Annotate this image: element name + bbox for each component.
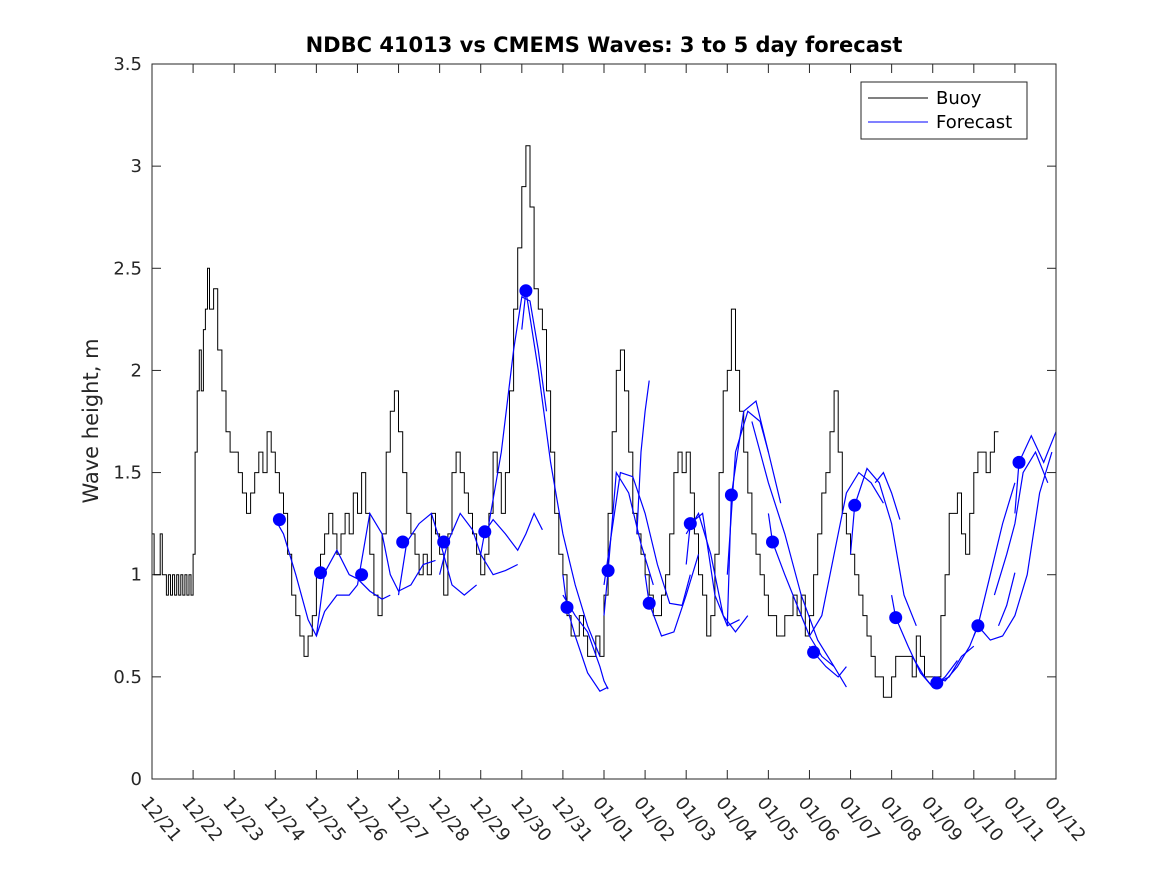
forecast-marker: [396, 535, 410, 549]
forecast-marker: [1012, 455, 1026, 469]
y-tick-label: 0: [131, 769, 142, 790]
y-tick-label: 3: [131, 156, 142, 177]
forecast-line: [685, 512, 740, 627]
y-tick-label: 1: [131, 565, 142, 586]
y-tick-label: 0.5: [113, 667, 142, 688]
forecast-marker: [766, 535, 779, 549]
forecast-marker: [478, 525, 492, 539]
forecast-line: [356, 511, 436, 592]
forecast-marker: [560, 600, 574, 614]
legend: Buoy Forecast: [860, 81, 1028, 140]
forecast-line: [562, 594, 609, 690]
forecast-marker: [355, 568, 369, 582]
y-axis-label: Wave height, m: [79, 338, 103, 503]
forecast-line: [685, 511, 749, 633]
forecast-marker: [807, 645, 821, 659]
forecast-line: [439, 512, 518, 576]
forecast-marker: [437, 535, 451, 549]
forecast-marker: [601, 564, 615, 578]
forecast-markers: [272, 284, 1026, 690]
forecast-marker: [519, 284, 533, 298]
forecast-line: [488, 295, 548, 524]
buoy-series: [152, 145, 999, 698]
buoy-line: [152, 145, 999, 698]
forecast-line: [603, 470, 654, 616]
forecast-line: [636, 380, 650, 534]
forecast-line: [997, 572, 1016, 627]
y-tick-label: 1.5: [113, 463, 142, 484]
chart-title: NDBC 41013 vs CMEMS Waves: 3 to 5 day fo…: [306, 33, 903, 57]
forecast-marker: [930, 676, 944, 690]
forecast-line: [751, 421, 847, 688]
forecast-marker: [272, 513, 286, 527]
y-tick-label: 3.5: [113, 54, 142, 75]
forecast-line: [808, 471, 884, 637]
forecast-marker: [848, 498, 862, 512]
forecast-line: [874, 471, 901, 520]
forecast-marker: [724, 488, 738, 502]
forecast-line: [397, 512, 477, 596]
legend-box: [860, 81, 1028, 140]
plot-area: [152, 64, 1056, 779]
forecast-marker: [971, 619, 985, 633]
forecast-marker: [889, 611, 903, 625]
forecast-marker: [683, 517, 697, 531]
forecast-line: [521, 290, 601, 657]
forecast-line: [603, 471, 691, 607]
forecast-marker: [642, 596, 656, 610]
forecast-line: [993, 450, 1049, 596]
axes-box: [151, 63, 1057, 780]
legend-forecast-label: Forecast: [936, 112, 1012, 133]
forecast-line: [1014, 431, 1057, 514]
legend-buoy-label: Buoy: [936, 88, 982, 109]
forecast-line: [315, 548, 391, 637]
forecast-marker: [314, 566, 327, 580]
y-tick-label: 2.5: [113, 258, 142, 279]
y-tick-label: 2: [131, 360, 142, 381]
